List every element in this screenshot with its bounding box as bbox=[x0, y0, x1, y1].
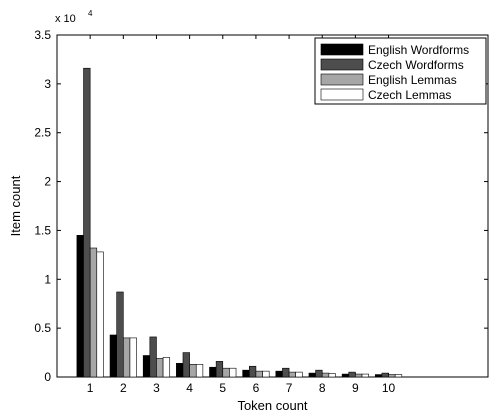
bar bbox=[381, 372, 389, 378]
legend-swatch bbox=[320, 43, 364, 56]
y-axis-label: Item count bbox=[8, 175, 23, 236]
x-tick-label: 10 bbox=[382, 381, 396, 395]
bar bbox=[262, 370, 270, 378]
bar bbox=[142, 355, 151, 378]
bar bbox=[361, 373, 369, 378]
bar bbox=[182, 352, 190, 378]
legend-label: Czech Lemmas bbox=[368, 88, 451, 102]
x-tick-label: 1 bbox=[87, 381, 94, 395]
bar bbox=[348, 371, 356, 378]
x-tick-label: 4 bbox=[186, 381, 193, 395]
y-tick-label: 3 bbox=[44, 77, 51, 91]
bar bbox=[116, 291, 124, 378]
x-tick-label: 6 bbox=[253, 381, 260, 395]
y-axis-ticks: 0 0.5 1 1.5 2 2.5 3 3.5 bbox=[34, 28, 488, 384]
legend-label: English Wordforms bbox=[368, 43, 469, 57]
bar bbox=[315, 369, 323, 378]
legend-label: Czech Wordforms bbox=[368, 58, 464, 72]
bars bbox=[76, 67, 403, 378]
bar bbox=[394, 374, 403, 378]
y-tick-label: 2 bbox=[44, 175, 51, 189]
bar bbox=[248, 365, 257, 378]
x-tick-label: 5 bbox=[219, 381, 226, 395]
bar bbox=[374, 374, 383, 378]
bar bbox=[89, 247, 98, 378]
y-tick-label: 0.5 bbox=[34, 321, 51, 335]
bar bbox=[195, 363, 204, 378]
bar bbox=[209, 366, 217, 378]
bar bbox=[288, 371, 297, 378]
bar bbox=[109, 334, 117, 378]
y-multiplier-label: x 10 bbox=[55, 13, 76, 25]
bar bbox=[156, 358, 164, 378]
bar bbox=[83, 67, 91, 378]
legend-swatch bbox=[320, 73, 364, 86]
bar bbox=[255, 370, 263, 378]
bar bbox=[295, 371, 303, 378]
bar bbox=[229, 367, 237, 378]
y-multiplier-exponent: 4 bbox=[88, 9, 93, 18]
x-tick-label: 3 bbox=[153, 381, 160, 395]
x-tick-label: 2 bbox=[120, 381, 127, 395]
legend-swatch bbox=[320, 88, 364, 101]
bar bbox=[222, 367, 230, 378]
y-tick-label: 3.5 bbox=[34, 28, 51, 42]
y-tick-label: 0 bbox=[44, 370, 51, 384]
y-tick-label: 1 bbox=[44, 272, 51, 286]
bar bbox=[388, 374, 396, 378]
legend-label: English Lemmas bbox=[368, 73, 457, 87]
bar bbox=[176, 363, 184, 378]
bar bbox=[275, 370, 283, 378]
bar bbox=[162, 357, 171, 378]
bar bbox=[96, 251, 104, 378]
bar bbox=[123, 337, 131, 378]
bar bbox=[328, 373, 336, 378]
bar bbox=[215, 361, 224, 378]
bar bbox=[282, 367, 290, 378]
bar bbox=[149, 336, 157, 378]
bar bbox=[76, 235, 84, 378]
bar bbox=[129, 337, 137, 378]
y-tick-label: 1.5 bbox=[34, 223, 51, 237]
bar bbox=[321, 372, 330, 378]
x-tick-label: 8 bbox=[319, 381, 326, 395]
bar bbox=[189, 363, 197, 378]
bar bbox=[341, 373, 350, 378]
x-tick-label: 7 bbox=[286, 381, 293, 395]
y-tick-label: 2.5 bbox=[34, 126, 51, 140]
x-axis-label: Token count bbox=[237, 398, 307, 413]
bar bbox=[355, 373, 363, 378]
x-axis-ticks: 1 2 3 4 5 6 7 8 9 10 bbox=[87, 35, 396, 395]
x-tick-label: 9 bbox=[352, 381, 359, 395]
bar bbox=[242, 369, 250, 378]
legend-swatch bbox=[320, 58, 364, 71]
bar bbox=[308, 372, 316, 378]
